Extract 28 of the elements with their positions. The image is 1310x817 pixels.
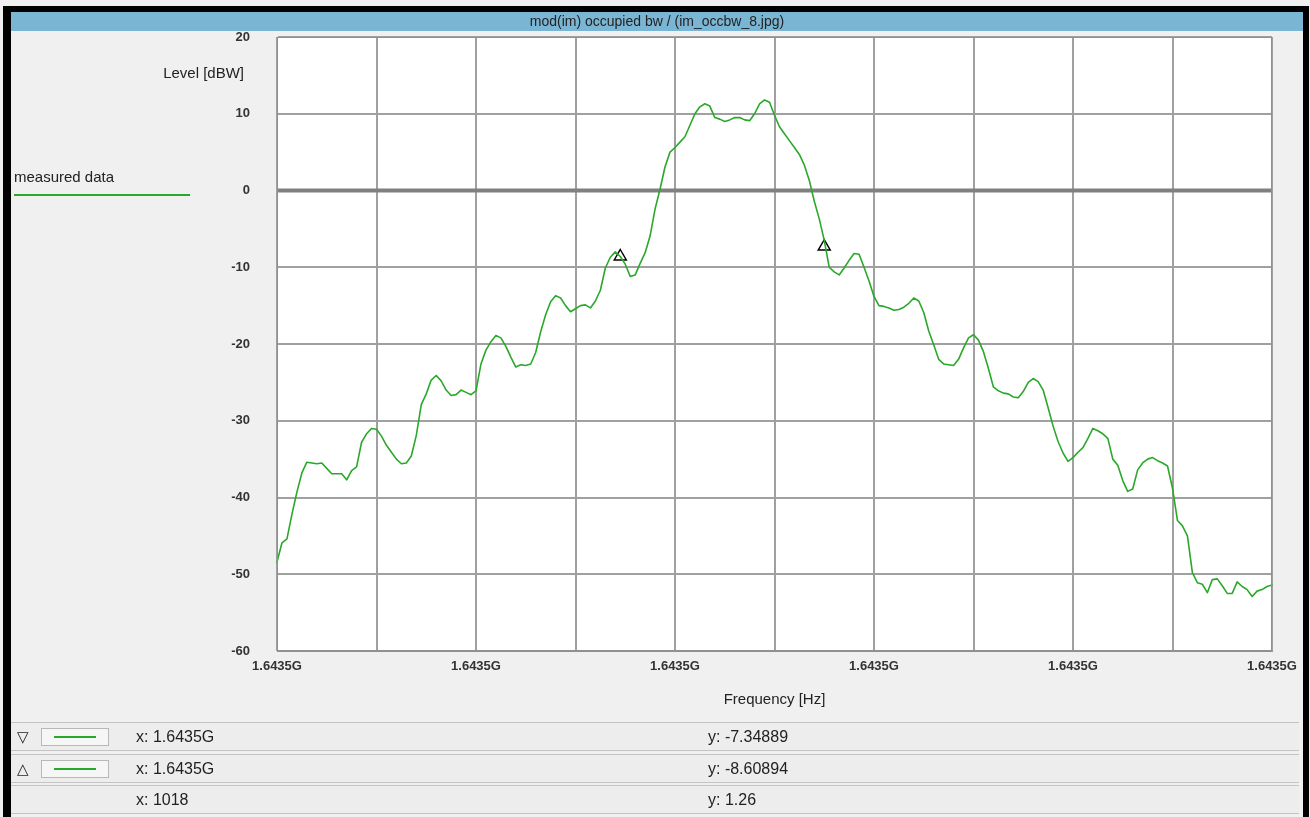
chart-title: mod(im) occupied bw / (im_occbw_8.jpg) xyxy=(529,13,785,29)
text: y: 1.26 xyxy=(708,791,757,809)
y-tick-label: 20 xyxy=(235,28,250,44)
y-tick-label: -20 xyxy=(231,335,250,351)
x-tick-label: 1.6435G xyxy=(849,658,899,674)
title-bar: mod(im) occupied bw / (im_occbw_8.jpg) xyxy=(11,12,1303,31)
x-tick-label: 1.6435G xyxy=(1247,658,1297,674)
y-tick-label: -10 xyxy=(231,258,250,274)
text: x: 1.6435G xyxy=(136,728,215,746)
y-tick-label: -60 xyxy=(231,642,250,658)
y-tick-label: 0 xyxy=(242,182,250,198)
x-tick-label: 1.6435G xyxy=(1048,658,1098,674)
y-axis-title: Level [dBW] xyxy=(163,64,244,81)
text: x: 1018 xyxy=(136,791,189,809)
x-axis-title: Frequency [Hz] xyxy=(723,690,826,708)
text: y: -8.60894 xyxy=(708,759,789,778)
y-tick-label: -40 xyxy=(231,489,250,505)
x-tick-label: 1.6435G xyxy=(451,658,501,674)
y-tick-label: -50 xyxy=(231,565,250,581)
text: y: -7.34889 xyxy=(708,728,789,746)
x-tick-label: 1.6435G xyxy=(650,658,700,674)
x-tick-label: 1.6435G xyxy=(252,658,302,674)
y-tick-label: 10 xyxy=(235,105,250,121)
text: ▽ xyxy=(17,728,29,746)
text: △ xyxy=(17,759,29,778)
text: x: 1.6435G xyxy=(136,759,215,778)
y-tick-label: -30 xyxy=(231,412,250,428)
text: measured data xyxy=(14,168,115,185)
